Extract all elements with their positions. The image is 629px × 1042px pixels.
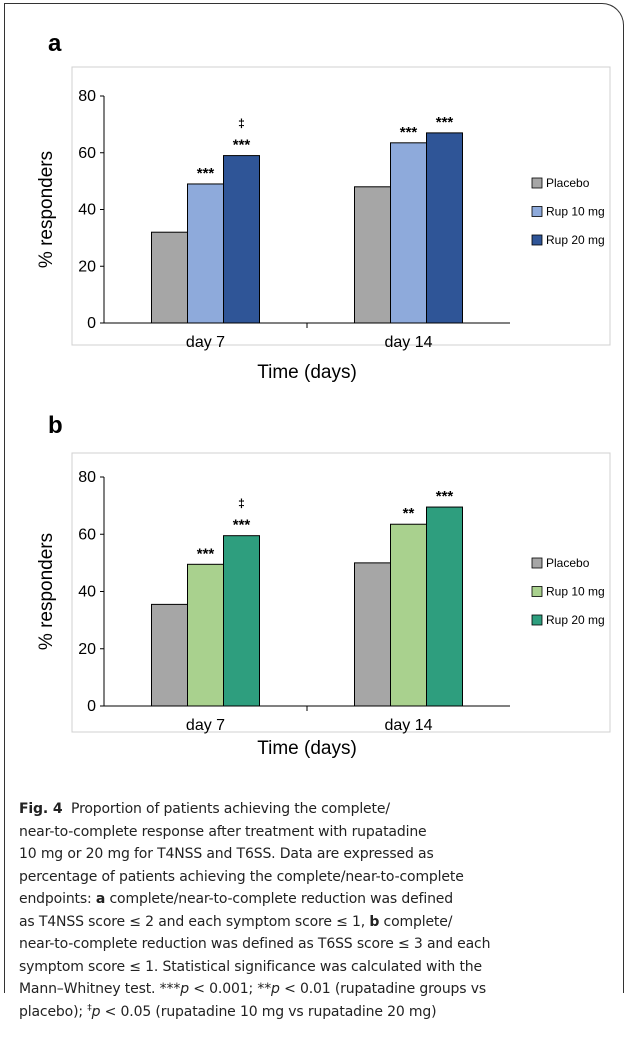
- significance-label: ***: [233, 517, 251, 534]
- bar: [151, 603, 188, 707]
- y-axis-label: % responders: [36, 151, 57, 268]
- y-tick-label: 0: [87, 698, 96, 715]
- bar: [354, 562, 391, 707]
- legend-label: Rup 10 mg: [546, 585, 605, 599]
- bar: [187, 563, 224, 707]
- bar: [187, 183, 224, 324]
- chart-panel-b: 0 20 40 60 80 % responders day 7 *** *** ‡ day 14 *…: [36, 452, 611, 759]
- significance-label: ***: [436, 114, 454, 131]
- caption-line: Fig. 4 Proportion of patients achieving …: [19, 801, 390, 817]
- legend-swatch: [531, 234, 543, 246]
- significance-label: ***: [197, 545, 215, 562]
- bar: [390, 523, 427, 707]
- bar: [223, 535, 260, 707]
- legend-label: Rup 20 mg: [546, 233, 605, 247]
- legend-label: Rup 20 mg: [546, 613, 605, 627]
- legend-label: Placebo: [546, 176, 590, 190]
- caption-line: percentage of patients achieving the com…: [19, 868, 464, 885]
- significance-label: ‡: [238, 497, 245, 511]
- legend-label: Placebo: [546, 556, 590, 570]
- y-tick-label: 40: [78, 202, 96, 219]
- legend-swatch: [531, 177, 543, 189]
- caption-line: 10 mg or 20 mg for T4NSS and T6SS. Data …: [19, 846, 434, 862]
- x-tick-label: day 14: [384, 717, 432, 734]
- caption-line: Mann–Whitney test. ***p < 0.001; **p < 0…: [19, 981, 487, 997]
- x-axis-label: Time (days): [257, 738, 357, 759]
- y-tick-label: 80: [78, 469, 96, 486]
- y-axis-label: % responders: [36, 533, 57, 650]
- legend-label: Rup 10 mg: [546, 205, 605, 219]
- y-tick-label: 80: [78, 88, 96, 105]
- significance-label: ***: [436, 488, 454, 505]
- significance-label: ‡: [238, 117, 245, 131]
- x-tick-label: day 7: [186, 334, 225, 351]
- x-tick-label: day 14: [384, 334, 432, 351]
- legend-swatch: [531, 557, 543, 569]
- y-tick-label: 20: [78, 258, 96, 275]
- caption-line: near-to-complete response after treatmen…: [19, 823, 427, 840]
- chart-panel-a: 0 20 40 60 80 % responders day 7 *** *** ‡ day 14 *…: [36, 66, 611, 383]
- significance-label: ***: [197, 165, 215, 182]
- legend-swatch: [531, 614, 543, 626]
- y-tick-label: 40: [78, 584, 96, 601]
- bar: [354, 186, 391, 324]
- panel-label-b: b: [48, 412, 63, 439]
- y-tick-label: 0: [87, 315, 96, 332]
- y-tick-label: 60: [78, 145, 96, 162]
- caption-line: as T4NSS score ≤ 2 and each symptom scor…: [19, 913, 453, 930]
- x-tick-label: day 7: [186, 717, 225, 734]
- bar: [426, 506, 463, 707]
- caption-line: symptom score ≤ 1. Statistical significa…: [19, 958, 482, 975]
- figure-frame: [4, 3, 624, 993]
- bar: [390, 142, 427, 324]
- x-axis-label: Time (days): [257, 362, 357, 383]
- figure-label: Fig. 4: [19, 801, 63, 817]
- figure-caption: Fig. 4 Proportion of patients achieving …: [19, 798, 619, 1023]
- significance-label: **: [403, 505, 415, 522]
- bar: [426, 132, 463, 324]
- caption-line: endpoints: a complete/near-to-complete r…: [19, 891, 454, 907]
- y-tick-label: 60: [78, 526, 96, 543]
- caption-line: near-to-complete reduction was defined a…: [19, 936, 491, 952]
- legend-swatch: [531, 206, 543, 217]
- y-tick-label: 20: [78, 641, 96, 658]
- caption-line: placebo); ‡p < 0.05 (rupatadine 10 mg vs…: [19, 1002, 437, 1020]
- legend-swatch: [531, 586, 543, 597]
- bar: [223, 155, 260, 324]
- significance-label: ***: [233, 137, 251, 154]
- significance-label: ***: [400, 124, 418, 141]
- bar: [151, 231, 188, 324]
- panel-label-a: a: [48, 30, 62, 57]
